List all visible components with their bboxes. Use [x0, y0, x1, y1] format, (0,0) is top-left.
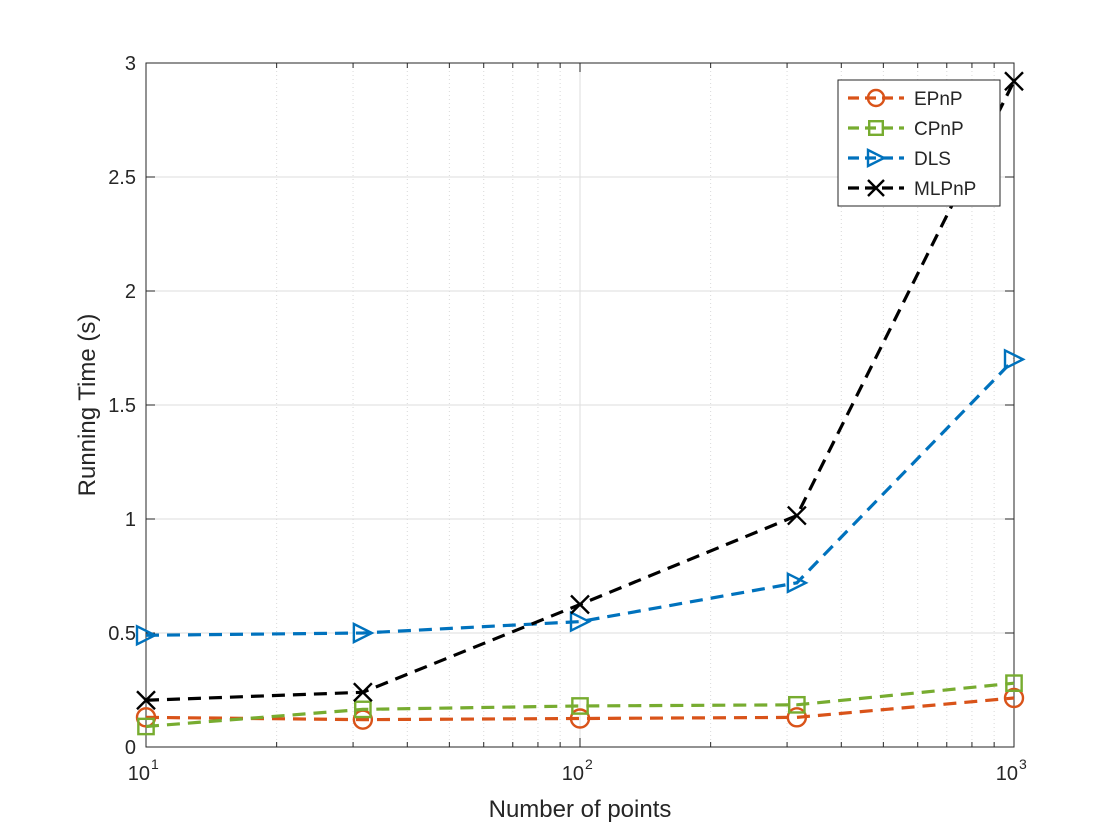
data-point-mlpnp [136, 690, 156, 711]
data-point-mlpnp [353, 682, 373, 703]
data-point-dls [569, 610, 592, 633]
data-point-dls [135, 624, 158, 647]
data-point-cpnp [354, 700, 372, 719]
legend: EPnP CPnP DLS MLPnP [837, 79, 1001, 207]
data-point-mlpnp [570, 594, 590, 615]
y-axis-label: Running Time (s) [74, 314, 101, 497]
x-tick-label: 10 1 [128, 756, 159, 785]
data-point-cpnp [571, 697, 589, 715]
legend-box [837, 79, 1001, 207]
axis-ticks: 10 1 10 2 10 300.511.522.53 [108, 53, 1027, 785]
series-mlpnp [136, 71, 1024, 711]
legend-label-mlpnp: MLPnP [914, 179, 976, 200]
data-point-dls [352, 622, 375, 644]
data-point-dls [786, 571, 809, 594]
y-tick-label: 2 [125, 281, 136, 303]
x-tick-exponent: 3 [1019, 756, 1027, 772]
data-point-epnp [786, 707, 808, 728]
data-point-epnp [569, 708, 591, 729]
legend-entry-cpnp: CPnP [848, 119, 964, 140]
data-point-mlpnp [787, 505, 807, 526]
series-cpnp [137, 674, 1023, 736]
x-tick-exponent: 1 [151, 756, 159, 772]
series-dls [135, 348, 1026, 647]
x-tick-exponent: 2 [585, 756, 593, 772]
legend-label-cpnp: CPnP [914, 119, 964, 140]
x-tick-base: 10 [128, 763, 150, 785]
legend-label-dls: DLS [914, 149, 951, 170]
data-series [135, 71, 1026, 736]
x-axis-label: Number of points [489, 796, 672, 823]
legend-label-epnp: EPnP [914, 89, 963, 110]
legend-marker-cpnp [868, 119, 885, 136]
x-tick-label: 10 3 [996, 756, 1027, 785]
legend-entry-epnp: EPnP [848, 88, 963, 110]
legend-marker-epnp [866, 88, 886, 108]
data-point-mlpnp [1004, 71, 1024, 92]
data-point-epnp [1003, 687, 1025, 709]
data-point-cpnp [1005, 674, 1023, 693]
x-tick-label: 10 2 [562, 756, 593, 785]
legend-entry-mlpnp: MLPnP [848, 179, 976, 200]
x-tick-base: 10 [996, 763, 1018, 785]
y-tick-label: 0.5 [108, 623, 136, 645]
series-line-dls [145, 358, 1016, 637]
y-tick-label: 2.5 [108, 167, 136, 189]
data-point-dls [1003, 348, 1026, 371]
data-point-cpnp [137, 717, 155, 736]
legend-marker-mlpnp [867, 179, 885, 197]
y-tick-label: 1 [125, 509, 136, 531]
y-tick-label: 1.5 [108, 395, 136, 417]
series-line-epnp [145, 696, 1015, 722]
legend-entry-dls: DLS [848, 148, 951, 170]
series-line-cpnp [145, 681, 1015, 729]
y-tick-label: 3 [125, 53, 136, 75]
y-tick-label: 0 [125, 737, 136, 759]
data-point-cpnp [788, 695, 806, 714]
x-tick-base: 10 [562, 763, 584, 785]
legend-marker-dls [866, 148, 887, 168]
